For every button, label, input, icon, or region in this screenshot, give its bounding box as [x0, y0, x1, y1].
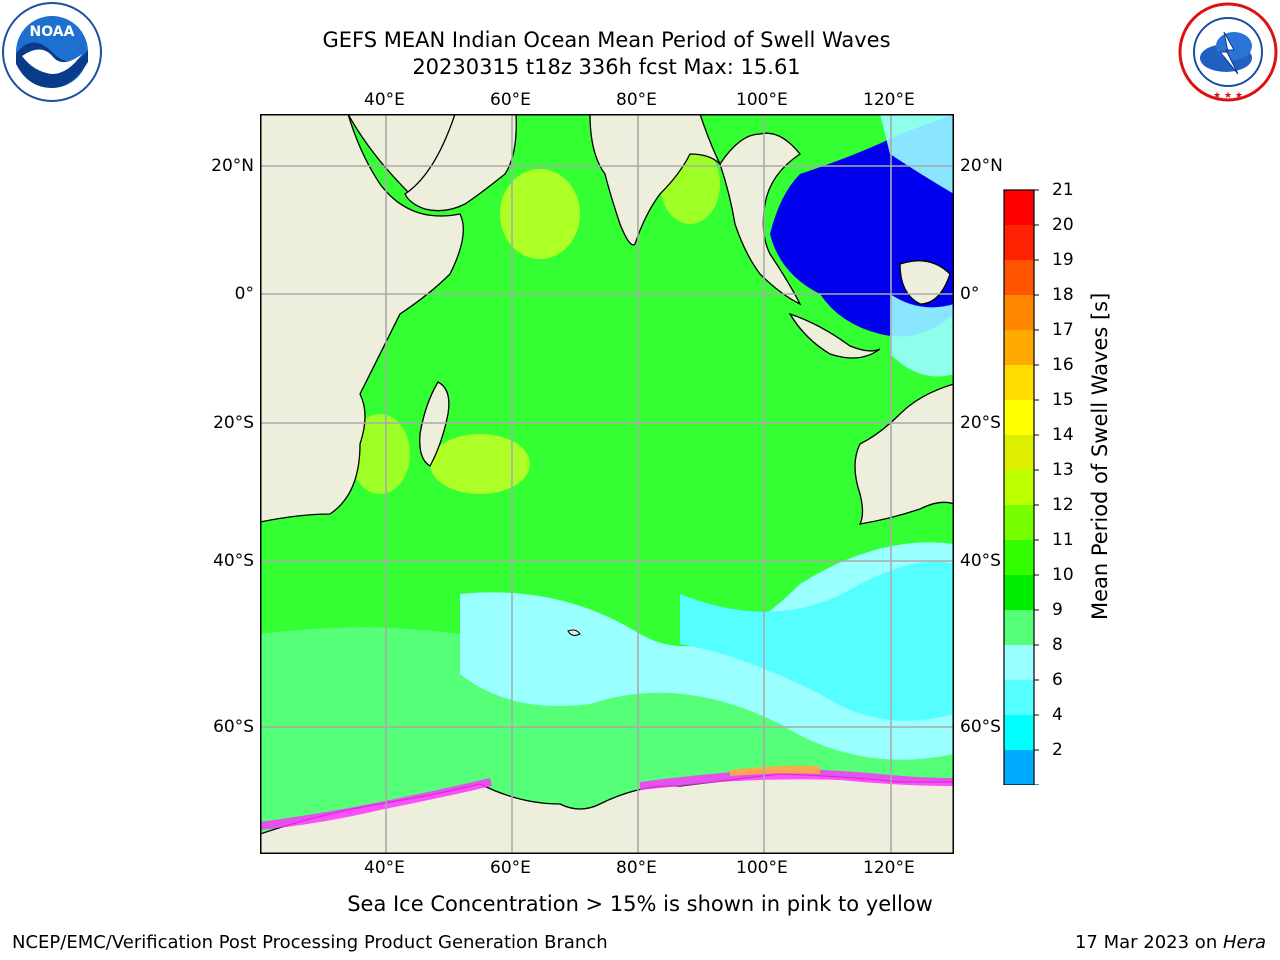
colorbar-bin — [1004, 260, 1034, 295]
colorbar-bin — [1004, 400, 1034, 435]
nws-logo: ★ ★ ★ — [1178, 2, 1278, 102]
lat-label-left-0: 0° — [234, 284, 254, 304]
colorbar-tick-2: 2 — [1052, 740, 1063, 760]
lat-label-left-20s: 20°S — [213, 413, 254, 433]
lon-label-bottom-100e: 100°E — [736, 858, 788, 878]
colorbar-tick-16: 16 — [1052, 355, 1074, 375]
colorbar-tick-12: 12 — [1052, 495, 1074, 515]
land-arabia — [404, 114, 517, 212]
colorbar-bin — [1004, 750, 1034, 785]
footer-machine: Hera — [1222, 932, 1266, 953]
colorbar-bin — [1004, 540, 1034, 575]
colorbar-tick-17: 17 — [1052, 320, 1074, 340]
lon-label-bottom-60e: 60°E — [490, 858, 531, 878]
sea-ice-east — [640, 769, 954, 790]
ocean-yellow-arabian — [500, 169, 580, 259]
colorbar-bin — [1004, 435, 1034, 470]
footer-left: NCEP/EMC/Verification Post Processing Pr… — [12, 932, 608, 953]
colorbar-tick-4: 4 — [1052, 705, 1063, 725]
land-kerguelen — [567, 629, 581, 636]
noaa-logo: NOAA — [2, 2, 102, 102]
footer-right: 17 Mar 2023 on Hera — [1075, 932, 1266, 954]
colorbar-bin — [1004, 680, 1034, 715]
lat-label-right-20n: 20°N — [960, 156, 1003, 176]
lat-label-left-20n: 20°N — [211, 156, 254, 176]
colorbar-tick-21: 21 — [1052, 180, 1074, 200]
colorbar-bin — [1004, 225, 1034, 260]
footer-date: 17 Mar 2023 on — [1074, 932, 1223, 953]
colorbar-bin — [1004, 295, 1034, 330]
chart-subtitle: 20230315 t18z 336h fcst Max: 15.61 — [412, 55, 801, 79]
lon-label-top-120e: 120°E — [863, 90, 915, 110]
colorbar — [1000, 185, 1040, 817]
colorbar-bin — [1004, 470, 1034, 505]
colorbar-tick-10: 10 — [1052, 565, 1074, 585]
noaa-logo-text: NOAA — [30, 24, 75, 40]
lon-label-bottom-120e: 120°E — [863, 858, 915, 878]
lat-label-right-40s: 40°S — [960, 551, 1001, 571]
chart-title: GEFS MEAN Indian Ocean Mean Period of Sw… — [322, 28, 891, 52]
colorbar-tick-14: 14 — [1052, 425, 1074, 445]
colorbar-title: Mean Period of Swell Waves [s] — [1088, 292, 1112, 620]
colorbar-tick-9: 9 — [1052, 600, 1063, 620]
lat-label-left-40s: 40°S — [213, 551, 254, 571]
colorbar-tick-6: 6 — [1052, 670, 1063, 690]
sea-ice-yellow — [730, 765, 820, 776]
ocean-cyan-south — [460, 542, 954, 760]
ocean-cyan-south-china-sea — [880, 114, 954, 194]
colorbar-labels: 21 20 19 18 17 16 15 14 13 12 11 10 9 8 … — [1052, 180, 1112, 780]
ocean-cyan-deep-south — [680, 561, 954, 721]
lon-label-top-100e: 100°E — [736, 90, 788, 110]
lat-label-right-0: 0° — [960, 284, 980, 304]
land-australia — [854, 383, 954, 525]
land-sumatra — [788, 312, 881, 359]
map-panel — [260, 114, 954, 854]
lat-label-left-60s: 60°S — [213, 717, 254, 737]
ocean-cyan-banda — [890, 294, 954, 377]
map-frame — [260, 114, 954, 854]
ocean-yellow-mozambique — [430, 434, 530, 494]
colorbar-bin — [1004, 505, 1034, 540]
colorbar-tick-13: 13 — [1052, 460, 1074, 480]
lon-label-bottom-80e: 80°E — [616, 858, 657, 878]
colorbar-tick-11: 11 — [1052, 530, 1074, 550]
colorbar-tick-8: 8 — [1052, 635, 1063, 655]
colorbar-bin — [1004, 365, 1034, 400]
ocean-yellow-channel — [350, 414, 410, 494]
colorbar-tick-19: 19 — [1052, 250, 1074, 270]
lon-label-top-40e: 40°E — [364, 90, 405, 110]
colorbar-tick-18: 18 — [1052, 285, 1074, 305]
colorbar-tick-15: 15 — [1052, 390, 1074, 410]
sea-ice-caption: Sea Ice Concentration > 15% is shown in … — [347, 892, 933, 916]
lon-label-top-80e: 80°E — [616, 90, 657, 110]
lon-label-bottom-40e: 40°E — [364, 858, 405, 878]
land-indochina — [719, 132, 802, 306]
lat-label-right-60s: 60°S — [960, 717, 1001, 737]
svg-text:★ ★ ★: ★ ★ ★ — [1213, 91, 1243, 101]
colorbar-bin — [1004, 190, 1034, 225]
colorbar-bin — [1004, 645, 1034, 680]
colorbar-tick-20: 20 — [1052, 215, 1074, 235]
colorbar-bin — [1004, 575, 1034, 610]
land-madagascar — [419, 381, 450, 467]
colorbar-bin — [1004, 610, 1034, 645]
colorbar-bin — [1004, 330, 1034, 365]
lat-label-right-20s: 20°S — [960, 413, 1001, 433]
land-borneo — [899, 260, 951, 305]
graticule — [260, 114, 954, 854]
colorbar-bin — [1004, 715, 1034, 750]
sea-ice-west — [260, 778, 492, 830]
lon-label-top-60e: 60°E — [490, 90, 531, 110]
